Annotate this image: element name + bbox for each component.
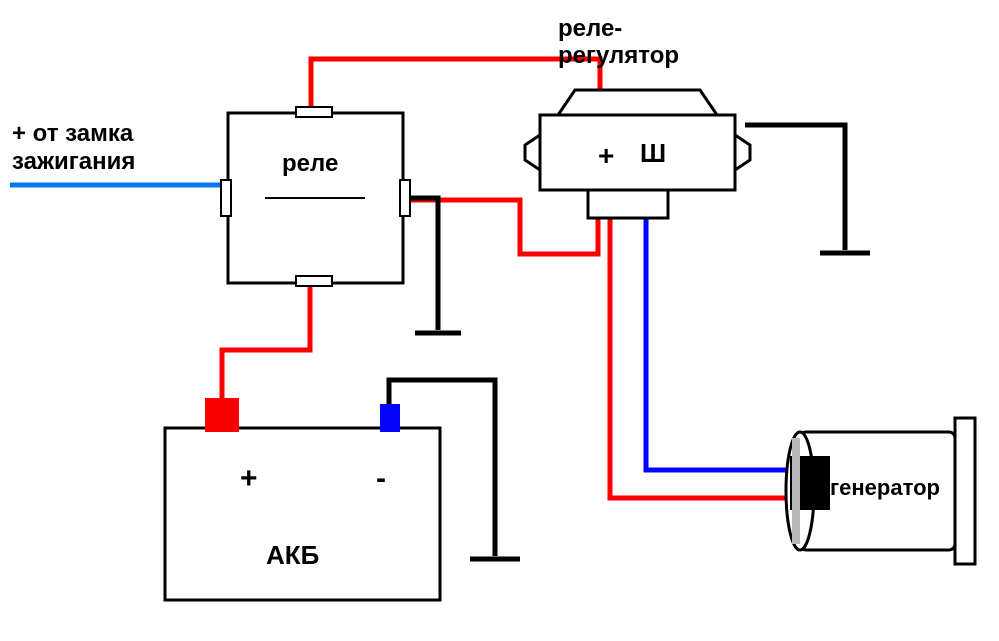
label-regulator-1: реле- (558, 15, 622, 43)
relay-terminal-right (400, 180, 410, 216)
generator-backplate (955, 418, 975, 564)
relay-terminal-bottom (296, 276, 332, 286)
regulator-cap (558, 90, 717, 115)
regulator-body (540, 115, 735, 190)
label-battery-plus: + (240, 462, 258, 496)
battery-box (165, 428, 440, 600)
wire-relay-right-to-regulator-bottom (405, 200, 598, 254)
relay-terminal-left (221, 180, 231, 216)
label-battery-minus: - (376, 462, 386, 496)
generator-band (792, 438, 800, 544)
label-relay: реле (282, 150, 338, 178)
relay-terminal-top (296, 107, 332, 117)
regulator-plug (588, 190, 668, 218)
wire-relay-to-regulator (311, 59, 600, 110)
label-reg-plus: + (598, 140, 614, 172)
battery-terminal-plus (205, 398, 239, 432)
label-battery: АКБ (266, 540, 319, 571)
label-reg-sh: Ш (640, 138, 666, 169)
label-regulator-2: регулятор (558, 42, 679, 70)
battery-terminal-minus (380, 404, 400, 432)
label-ignition: + от замка зажигания (12, 120, 135, 175)
wire-regulator-ground (745, 125, 845, 250)
regulator-notch-left (525, 135, 540, 170)
wire-regulator-to-generator-blue (646, 214, 808, 470)
regulator-notch-right (735, 135, 750, 170)
label-generator: генератор (830, 475, 940, 501)
wire-regulator-to-generator-red (610, 214, 808, 498)
